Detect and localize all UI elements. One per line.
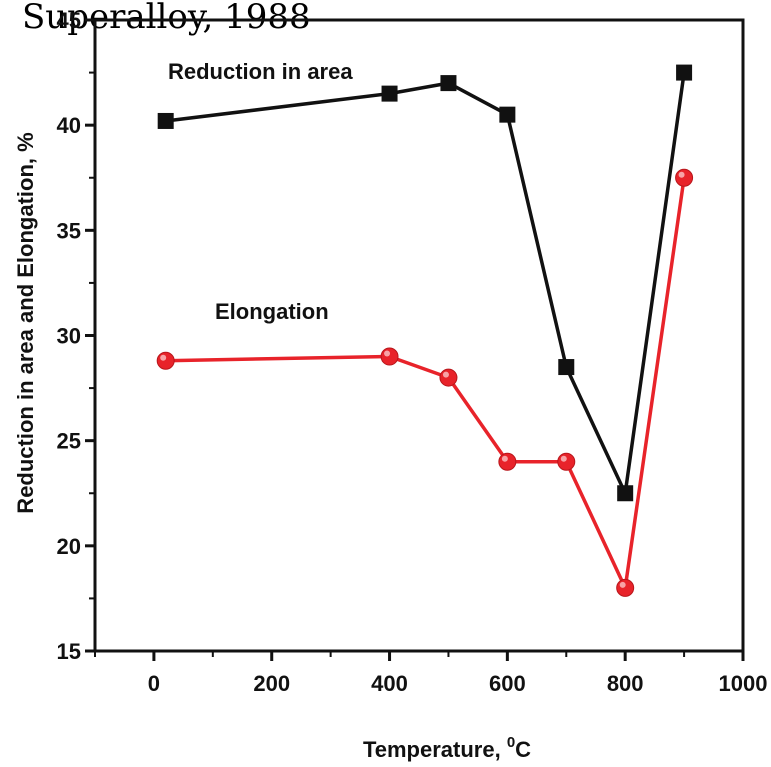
- point-reduction-in-area: [499, 106, 516, 123]
- x-tick-label: 400: [371, 671, 408, 696]
- y-tick-label: 30: [57, 324, 81, 349]
- x-tick-label: 200: [253, 671, 290, 696]
- y-tick-label: 45: [57, 8, 81, 33]
- point-highlight-elongation: [619, 581, 626, 588]
- series-label-elongation: Elongation: [215, 299, 329, 324]
- series-line-elongation: [165, 177, 686, 590]
- point-elongation: [380, 347, 399, 366]
- x-tick-label: 800: [607, 671, 644, 696]
- x-tick-label: 1000: [719, 671, 768, 696]
- point-reduction-in-area: [440, 75, 457, 92]
- point-highlight-elongation: [442, 371, 449, 378]
- series-line-reduction-in-area: [165, 72, 686, 496]
- point-highlight-elongation: [501, 455, 508, 462]
- y-tick-label: 35: [57, 218, 81, 243]
- x-axis-title-text: Temperature,: [363, 737, 507, 762]
- point-reduction-in-area: [157, 112, 174, 129]
- y-tick-label: 25: [57, 429, 81, 454]
- point-elongation: [557, 452, 576, 471]
- ticks: 0 200 400 600 800 1000 15 20 25 30 35 40 45: [57, 8, 768, 696]
- point-highlight-elongation: [160, 354, 167, 361]
- y-axis-title: Reduction in area and Elongation, %: [13, 132, 38, 513]
- point-reduction-in-area: [676, 64, 693, 81]
- x-axis-title-degree: 0: [507, 734, 515, 751]
- point-elongation: [675, 168, 694, 187]
- x-axis-title-unit: C: [515, 737, 531, 762]
- y-tick-label: 15: [57, 639, 81, 664]
- point-highlight-elongation: [384, 350, 391, 357]
- series-label-reduction-in-area: Reduction in area: [168, 59, 353, 84]
- y-tick-label: 20: [57, 534, 81, 559]
- y-tick-label: 40: [57, 113, 81, 138]
- point-reduction-in-area: [617, 485, 634, 502]
- x-tick-label: 0: [148, 671, 160, 696]
- point-elongation: [156, 351, 175, 370]
- series-group: [156, 64, 694, 597]
- point-elongation: [439, 368, 458, 387]
- point-reduction-in-area: [381, 85, 398, 102]
- point-highlight-elongation: [678, 171, 685, 178]
- point-elongation: [616, 578, 635, 597]
- point-reduction-in-area: [558, 359, 575, 376]
- point-elongation: [498, 452, 517, 471]
- x-tick-label: 600: [489, 671, 526, 696]
- x-axis-title: Temperature, 0C: [363, 734, 531, 762]
- point-highlight-elongation: [560, 455, 567, 462]
